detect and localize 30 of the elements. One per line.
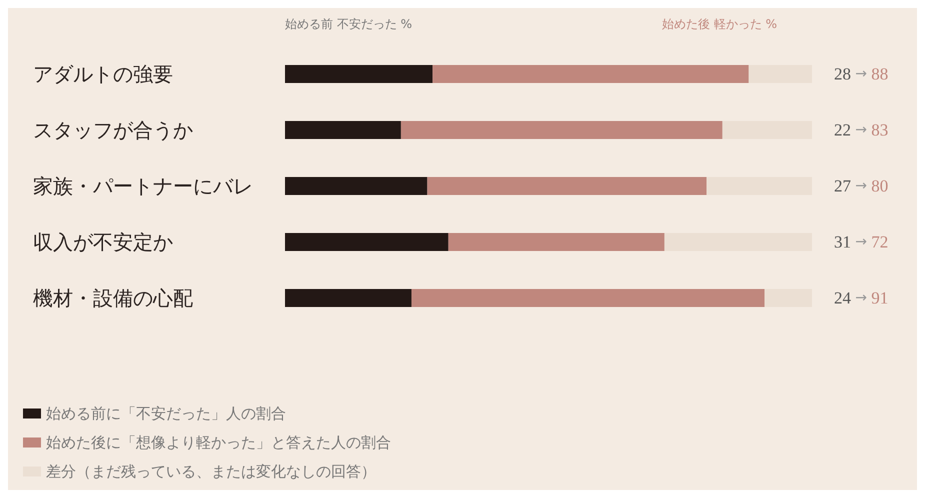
text: 28 → 88 bbox=[834, 64, 888, 84]
y-tick-label: スタッフが合うか bbox=[33, 118, 193, 142]
bar bbox=[285, 177, 428, 195]
bar bbox=[285, 233, 448, 251]
bar bbox=[285, 121, 401, 139]
bar bbox=[400, 121, 722, 139]
text: 31 → 72 bbox=[834, 232, 888, 252]
bar bbox=[285, 289, 412, 307]
text: 22 → 83 bbox=[834, 120, 888, 140]
y-tick-label: 家族・パートナーにバレ bbox=[33, 174, 253, 198]
legend-label: 始める前に「不安だった」人の割合 bbox=[46, 404, 286, 422]
bar bbox=[664, 233, 812, 251]
text: 27 → 80 bbox=[834, 176, 888, 196]
text: 24 → 91 bbox=[834, 288, 888, 308]
bar bbox=[706, 177, 812, 195]
text: 始めた後 軽かった % bbox=[662, 17, 777, 31]
legend-label: 始めた後に「想像より軽かった」と答えた人の割合 bbox=[46, 434, 391, 452]
y-tick-label: 収入が不安定か bbox=[33, 230, 173, 254]
bar bbox=[427, 177, 707, 195]
bar bbox=[432, 65, 749, 83]
bar bbox=[748, 65, 812, 83]
bar bbox=[764, 289, 812, 307]
y-tick-label: アダルトの強要 bbox=[33, 62, 173, 86]
bar bbox=[722, 121, 812, 139]
bar bbox=[411, 289, 765, 307]
bar bbox=[448, 233, 664, 251]
legend-label: 差分（まだ残っている、または変化なしの回答） bbox=[46, 462, 376, 480]
text: 始める前 不安だった % bbox=[285, 17, 412, 31]
bar bbox=[285, 65, 433, 83]
y-tick-label: 機材・設備の心配 bbox=[33, 286, 193, 310]
